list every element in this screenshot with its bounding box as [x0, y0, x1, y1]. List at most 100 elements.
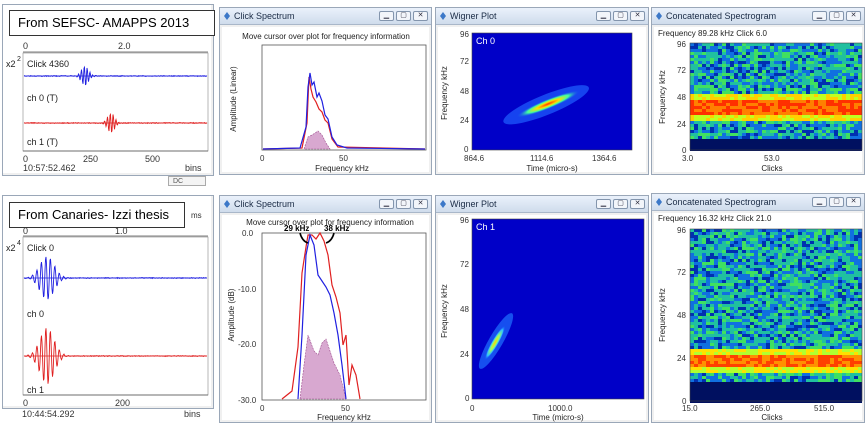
bottom-wigner-y-tick-4: 0 — [465, 394, 470, 403]
top-spectrogram-info: Frequency 89.28 kHz Click 6.0 — [658, 29, 767, 38]
top-wigner-y-tick-2: 48 — [460, 87, 469, 96]
bottom-spectrogram-plot[interactable]: Frequency 16.32 kHz Click 21.0 96 72 48 … — [654, 213, 864, 422]
top-wigner-titlebar[interactable]: Wigner Plot ▁ ▢ ✕ — [436, 8, 648, 25]
top-spectrogram-y-tick-0: 96 — [677, 40, 686, 49]
bottom-spectrum-y-tick-2: -20.0 — [238, 340, 257, 349]
bottom-spectrum-y-tick-0: 0.0 — [242, 229, 254, 238]
bottom-waveform-scale-prefix: x2 — [6, 243, 16, 253]
pin-icon — [439, 12, 447, 20]
bottom-spectrum-ylabel: Amplitude (dB) — [227, 288, 236, 341]
bottom-spectrum-title: Click Spectrum — [234, 199, 295, 209]
bottom-spectrum-annotation-left: 29 kHz — [284, 224, 309, 233]
bottom-spectrum-body: Move cursor over plot for frequency info… — [222, 215, 429, 420]
minimize-icon[interactable]: ▁ — [596, 11, 611, 21]
bottom-spectrogram-x-tick-1: 265.0 — [750, 404, 771, 413]
bottom-spectrogram-titlebar[interactable]: Concatenated Spectrogram ▁ ▢ ✕ — [652, 194, 864, 211]
bottom-wigner-x-tick-1: 1000.0 — [548, 404, 573, 413]
bottom-waveform-ch0-label: ch 0 — [27, 309, 44, 319]
pin-icon — [223, 200, 231, 208]
bottom-spectrogram-y-tick-1: 72 — [677, 268, 686, 277]
top-spectrum-xlabel: Frequency kHz — [315, 164, 369, 173]
top-wigner-xlabel: Time (micro-s) — [526, 164, 578, 173]
tooltip-fragment: DC — [168, 176, 206, 186]
minimize-icon[interactable]: ▁ — [379, 11, 394, 21]
top-waveform-top-tick-1: 2.0 — [118, 41, 131, 51]
top-spectrogram-y-tick-1: 72 — [677, 66, 686, 75]
bottom-spectrum-y-tick-3: -30.0 — [238, 396, 257, 405]
close-icon[interactable]: ✕ — [630, 199, 645, 209]
close-icon[interactable]: ✕ — [846, 11, 861, 21]
minimize-icon[interactable]: ▁ — [812, 11, 827, 21]
bottom-spectrum-titlebar[interactable]: Click Spectrum ▁ ▢ ✕ — [220, 196, 431, 213]
bottom-spectrum-annotation-right: 38 kHz — [324, 224, 349, 233]
top-waveform-scale-prefix: x2 — [6, 59, 16, 69]
bottom-wigner-body: Ch 1 96 72 48 24 0 Frequency kHz 0 1000.… — [438, 215, 646, 420]
top-caption: From SEFSC- AMAPPS 2013 — [9, 10, 215, 36]
close-icon[interactable]: ✕ — [413, 199, 428, 209]
bottom-spectrogram-y-tick-3: 24 — [677, 354, 686, 363]
top-spectrum-ylabel: Amplitude (Linear) — [229, 66, 238, 132]
maximize-icon[interactable]: ▢ — [396, 11, 411, 21]
top-waveform-ch0-label: ch 0 (T) — [27, 93, 58, 103]
top-wigner-channel: Ch 0 — [476, 36, 495, 46]
top-spectrogram-ylabel: Frequency kHz — [658, 70, 667, 124]
top-spectrogram-plot[interactable]: Frequency 89.28 kHz Click 6.0 96 72 48 2… — [654, 27, 864, 174]
maximize-icon[interactable]: ▢ — [613, 199, 628, 209]
bottom-wigner-xlabel: Time (micro-s) — [532, 413, 584, 422]
bottom-spectrum-x-tick-0: 0 — [260, 404, 265, 413]
top-spectrum-window: Click Spectrum ▁ ▢ ✕ Move cursor over pl… — [219, 7, 432, 175]
pin-icon — [223, 12, 231, 20]
bottom-spectrogram-x-tick-2: 515.0 — [814, 404, 835, 413]
bottom-waveform-scale-exp: 4 — [17, 240, 21, 247]
close-icon[interactable]: ✕ — [413, 11, 428, 21]
close-icon[interactable]: ✕ — [630, 11, 645, 21]
top-spectrum-titlebar[interactable]: Click Spectrum ▁ ▢ ✕ — [220, 8, 431, 25]
minimize-icon[interactable]: ▁ — [812, 197, 827, 207]
bottom-spectrogram-body: Frequency 16.32 kHz Click 21.0 96 72 48 … — [654, 213, 862, 420]
maximize-icon[interactable]: ▢ — [396, 199, 411, 209]
top-waveform-ch1-label: ch 1 (T) — [27, 137, 58, 147]
bottom-wigner-y-tick-1: 72 — [460, 260, 469, 269]
top-wigner-window: Wigner Plot ▁ ▢ ✕ Ch 0 96 72 48 24 — [435, 7, 649, 175]
top-wigner-ylabel: Frequency kHz — [440, 66, 449, 120]
top-wigner-body: Ch 0 96 72 48 24 0 Frequency kHz 864.6 1… — [438, 27, 646, 172]
bottom-waveform-time: 10:44:54.292 — [22, 409, 75, 419]
top-spectrogram-titlebar[interactable]: Concatenated Spectrogram ▁ ▢ ✕ — [652, 8, 864, 25]
bottom-spectrogram-ylabel: Frequency kHz — [658, 288, 667, 342]
bottom-spectrogram-y-tick-2: 48 — [677, 311, 686, 320]
top-wigner-x-tick-1: 1114.6 — [530, 154, 554, 163]
bottom-spectrogram-window: Concatenated Spectrogram ▁ ▢ ✕ Frequency… — [651, 193, 865, 423]
bottom-spectrum-window: Click Spectrum ▁ ▢ ✕ Move cursor over pl… — [219, 195, 432, 423]
bottom-wigner-window: Wigner Plot ▁ ▢ ✕ Ch 1 96 72 48 24 — [435, 195, 649, 423]
bottom-spectrogram-info: Frequency 16.32 kHz Click 21.0 — [658, 214, 772, 223]
maximize-icon[interactable]: ▢ — [829, 11, 844, 21]
top-wigner-plot[interactable]: Ch 0 96 72 48 24 0 Frequency kHz 864.6 1… — [438, 27, 648, 174]
top-spectrogram-y-tick-2: 48 — [677, 93, 686, 102]
bottom-wigner-y-tick-3: 24 — [460, 350, 469, 359]
maximize-icon[interactable]: ▢ — [829, 197, 844, 207]
bottom-waveform-x-unit: bins — [184, 409, 201, 419]
top-wigner-y-tick-0: 96 — [460, 30, 469, 39]
top-spectrum-plot[interactable]: Move cursor over plot for frequency info… — [222, 27, 431, 174]
top-wigner-y-tick-1: 72 — [460, 57, 469, 66]
bottom-wigner-channel: Ch 1 — [476, 222, 495, 232]
bottom-spectrogram-image — [690, 229, 862, 403]
bottom-spectrogram-x-tick-0: 15.0 — [682, 404, 698, 413]
top-waveform-x-tick-2: 500 — [145, 154, 160, 164]
close-icon[interactable]: ✕ — [846, 197, 861, 207]
bottom-caption: From Canaries- Izzi thesis — [9, 202, 185, 228]
bottom-wigner-y-tick-2: 48 — [460, 305, 469, 314]
bottom-spectrogram-xlabel: Clicks — [761, 413, 782, 422]
top-wigner-title: Wigner Plot — [450, 11, 497, 21]
bottom-wigner-titlebar[interactable]: Wigner Plot ▁ ▢ ✕ — [436, 196, 648, 213]
bottom-wigner-x-tick-0: 0 — [470, 404, 475, 413]
maximize-icon[interactable]: ▢ — [613, 11, 628, 21]
pin-icon — [655, 12, 663, 20]
bottom-spectrum-plot[interactable]: Move cursor over plot for frequency info… — [222, 215, 431, 422]
bottom-wigner-plot[interactable]: Ch 1 96 72 48 24 0 Frequency kHz 0 1000.… — [438, 215, 648, 422]
top-spectrogram-y-tick-3: 24 — [677, 120, 686, 129]
minimize-icon[interactable]: ▁ — [379, 199, 394, 209]
minimize-icon[interactable]: ▁ — [596, 199, 611, 209]
top-spectrum-body: Move cursor over plot for frequency info… — [222, 27, 429, 172]
top-wigner-y-tick-4: 0 — [464, 145, 469, 154]
